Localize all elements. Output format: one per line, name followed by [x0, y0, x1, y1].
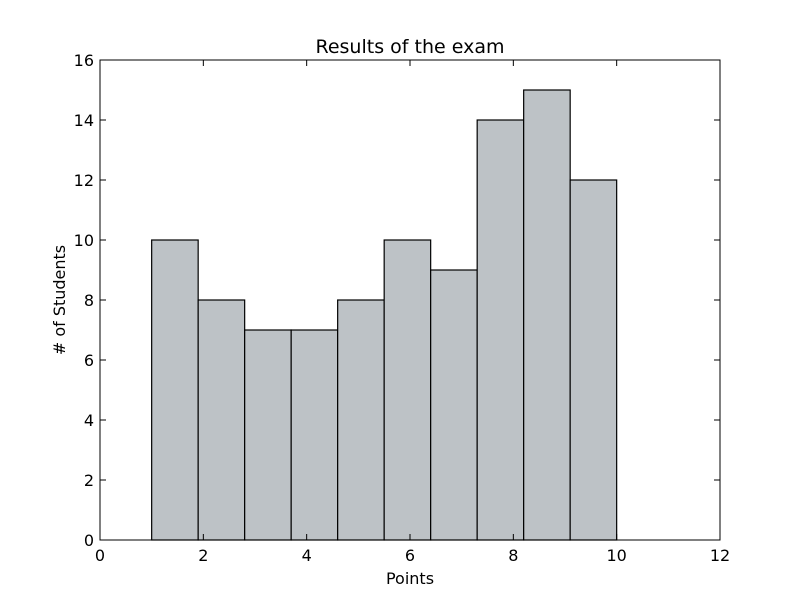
- plot-frame: [99, 59, 721, 541]
- histogram-bar: [151, 239, 199, 541]
- y-tick-label: 10: [74, 231, 94, 250]
- y-tick-label: 4: [84, 411, 94, 430]
- y-axis-label: # of Students: [50, 245, 69, 355]
- histogram-bar: [337, 299, 385, 541]
- x-axis-label: Points: [386, 569, 434, 588]
- x-tick-label: 6: [405, 546, 415, 565]
- y-tick-label: 16: [74, 51, 94, 70]
- histogram-bar: [569, 179, 618, 541]
- y-tick-label: 0: [84, 531, 94, 550]
- y-tick-label: 14: [74, 111, 94, 130]
- histogram-bar: [476, 119, 525, 541]
- y-tick-label: 12: [74, 171, 94, 190]
- x-tick-label: 12: [710, 546, 730, 565]
- histogram-bar: [197, 299, 246, 541]
- chart-title: Results of the exam: [316, 36, 505, 58]
- y-tick-labels: 0 2 4 6 8 10 12 14 16: [74, 51, 94, 550]
- histogram-bar: [383, 239, 432, 541]
- y-tick-label: 6: [84, 351, 94, 370]
- histogram-bar: [290, 329, 339, 541]
- y-tick-label: 2: [84, 471, 94, 490]
- x-tick-label: 0: [95, 546, 105, 565]
- x-tick-label: 8: [508, 546, 518, 565]
- x-tick-label: 4: [302, 546, 312, 565]
- histogram-bar: [244, 329, 292, 541]
- x-tick-labels: 0 2 4 6 8 10 12: [95, 546, 730, 565]
- y-tick-label: 8: [84, 291, 94, 310]
- histogram-bar: [430, 269, 478, 541]
- x-tick-label: 2: [198, 546, 208, 565]
- x-tick-label: 10: [606, 546, 626, 565]
- bars-group: [151, 89, 618, 541]
- histogram-bar: [523, 89, 571, 541]
